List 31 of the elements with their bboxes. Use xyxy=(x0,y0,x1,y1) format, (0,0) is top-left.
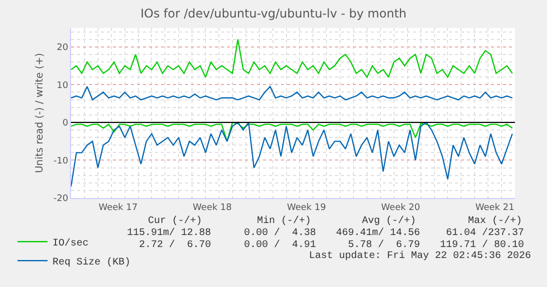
y-tick-label: 20 xyxy=(56,43,68,54)
line-series xyxy=(71,38,513,78)
text: Min (-/+) xyxy=(257,215,312,227)
text: Max (-/+) xyxy=(468,215,522,227)
text: 115.91m/ 12.88 xyxy=(127,227,212,239)
x-tick-label: Week 17 xyxy=(98,202,138,213)
text: 0.00 / 4.91 xyxy=(244,239,316,251)
x-tick-label: Week 20 xyxy=(381,202,420,213)
text: Avg (-/+) xyxy=(362,215,416,227)
y-tick-label: -20 xyxy=(53,194,68,204)
x-tick-label: Week 21 xyxy=(475,202,514,213)
y-tick-label: 10 xyxy=(56,80,68,91)
y-tick-label: -10 xyxy=(53,156,68,166)
text: 0.00 / 4.38 xyxy=(244,227,316,239)
chart-title: IOs for /dev/ubuntu-vg/ubuntu-lv - by month xyxy=(140,6,407,20)
line-series xyxy=(71,122,513,188)
text: Last update: Fri May 22 02:45:36 2026 xyxy=(309,250,532,262)
text: 119.71 / 80.10 xyxy=(440,239,524,251)
legend-label: IO/sec xyxy=(52,238,89,250)
x-tick-label: Week 18 xyxy=(192,202,232,213)
text: 469.41m/ 14.56 xyxy=(336,227,420,239)
line-series xyxy=(71,122,513,142)
x-tick-label: Week 19 xyxy=(286,202,326,213)
text: 5.78 / 6.79 xyxy=(348,239,420,251)
y-axis-title: Units read (-) / write (+) xyxy=(34,52,46,174)
y-tick-label: 0 xyxy=(62,118,68,129)
line-series xyxy=(71,86,513,100)
legend-label: Req Size (KB) xyxy=(52,256,131,269)
text: 61.04 /237.37 xyxy=(446,227,524,239)
text: Cur (-/+) xyxy=(148,215,202,227)
text: 2.72 / 6.70 xyxy=(139,239,212,251)
